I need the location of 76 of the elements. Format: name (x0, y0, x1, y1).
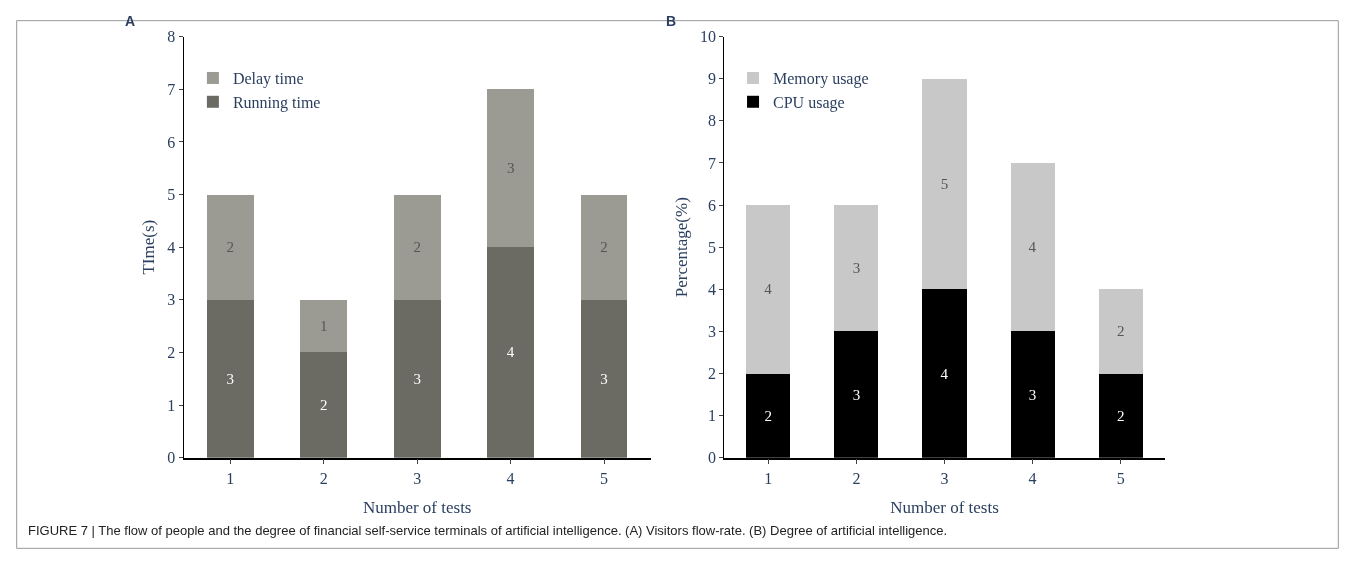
bar (206, 194, 254, 300)
x-axis-title: Number of tests (362, 497, 472, 517)
data-label: 2 (319, 397, 328, 414)
y-tick-label: 8 (167, 28, 176, 46)
legend-label: Delay time (232, 70, 304, 89)
data-label: 1 (319, 318, 328, 335)
y-tick-label: 3 (167, 291, 176, 309)
bar (580, 299, 628, 458)
data-label: 3 (1028, 386, 1037, 403)
y-tick-label: 10 (700, 28, 717, 46)
y-tick-label: 1 (708, 407, 717, 425)
x-tick-label: 3 (940, 469, 949, 487)
x-tick-label: 5 (600, 469, 609, 487)
y-tick-label: 4 (708, 280, 717, 298)
bar (580, 194, 628, 300)
data-label: 3 (852, 260, 861, 277)
caption: FIGURE 7 | The flow of people and the degree of financial self-service terminals of artificial intelligence. (A) Visitors flow-rate. (B) Degree of artificial intelligence. (28, 523, 948, 538)
y-tick-label: 2 (708, 365, 717, 383)
data-label: 3 (600, 370, 608, 387)
bar (746, 205, 791, 374)
y-tick-label: 5 (708, 238, 717, 256)
y-tick-label: 9 (708, 70, 717, 88)
data-label: 3 (852, 386, 861, 403)
y-tick-label: 7 (708, 154, 717, 172)
x-tick-label: 2 (319, 469, 328, 487)
data-label: 3 (413, 370, 421, 387)
bar (1010, 162, 1055, 332)
bar (300, 299, 348, 353)
x-tick-label: 1 (226, 469, 235, 487)
data-label: 2 (413, 239, 421, 256)
bar (487, 247, 534, 458)
data-label: 3 (226, 370, 235, 387)
y-tick-label: 3 (708, 323, 717, 341)
data-label: 4 (506, 344, 515, 361)
chart-title: B (666, 13, 677, 29)
bar (393, 299, 441, 458)
y-tick-label: 7 (167, 80, 176, 98)
y-tick-label: 5 (167, 186, 176, 204)
y-axis-title: Percentage(%) (671, 197, 691, 298)
bar (834, 205, 879, 332)
data-label: 4 (764, 281, 773, 298)
x-tick-label: 4 (1028, 469, 1037, 487)
y-tick-label: 4 (167, 238, 176, 256)
data-label: 3 (506, 160, 515, 177)
data-label: 5 (940, 176, 949, 193)
x-tick-label: 5 (1116, 469, 1125, 487)
bar (922, 78, 967, 290)
x-axis-title: Number of tests (890, 497, 999, 517)
chart-title: A (125, 13, 136, 29)
y-tick-label: 2 (167, 344, 176, 362)
y-axis-title: TIme(s) (138, 219, 158, 275)
bar (487, 89, 534, 248)
bar (300, 352, 348, 458)
legend-label: Memory usage (773, 70, 869, 89)
data-label: 2 (226, 239, 235, 256)
y-tick-label: 6 (708, 196, 717, 214)
y-tick-label: 6 (167, 133, 176, 151)
x-tick-label: 3 (413, 469, 422, 487)
data-label: 4 (940, 365, 949, 382)
bar (206, 299, 254, 458)
y-tick-label: 1 (167, 396, 176, 414)
data-label: 2 (600, 239, 608, 256)
data-label: 2 (1116, 323, 1125, 340)
data-label: 2 (1116, 407, 1125, 424)
y-tick-label: 0 (167, 449, 176, 467)
bar (393, 194, 441, 300)
data-label: 2 (764, 407, 773, 424)
data-label: 4 (1028, 239, 1037, 256)
legend-label: Running time (232, 94, 321, 113)
legend-label: CPU usage (773, 94, 845, 113)
x-tick-label: 1 (764, 469, 773, 487)
x-tick-label: 4 (506, 469, 515, 487)
y-tick-label: 0 (708, 449, 717, 467)
y-tick-label: 8 (708, 112, 717, 130)
x-tick-label: 2 (852, 469, 861, 487)
bar (1098, 289, 1143, 374)
